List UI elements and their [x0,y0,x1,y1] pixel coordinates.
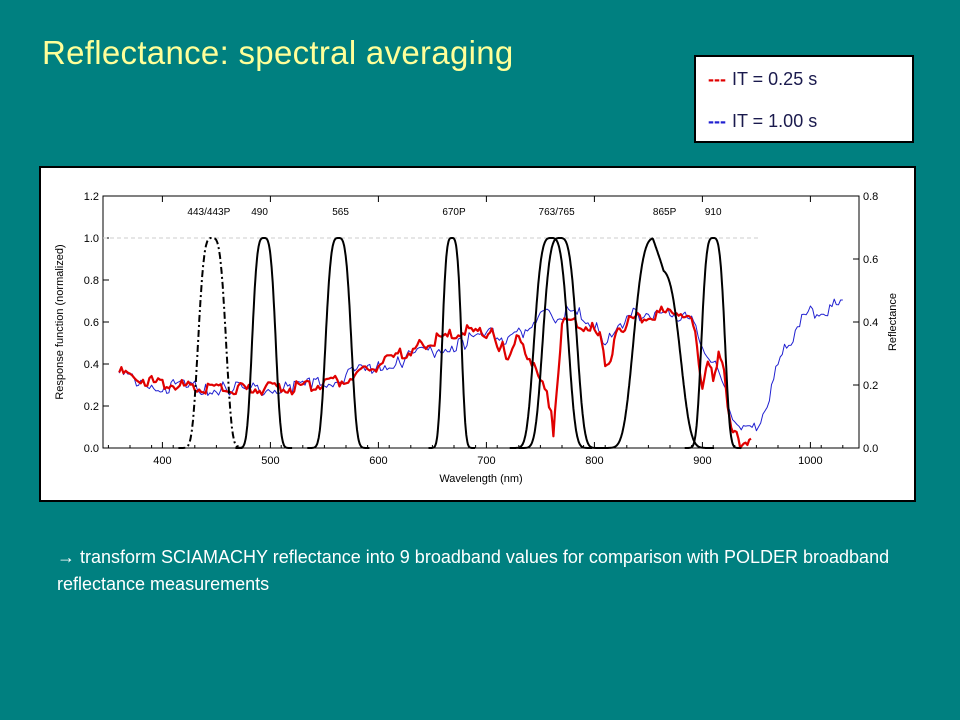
legend-item-red: --- IT = 0.25 s [708,69,817,90]
x-tick-label: 600 [369,455,387,467]
response-band-763 [509,237,593,449]
y-right-tick-label: 0.2 [863,380,878,392]
y-right-tick-label: 0.4 [863,317,878,329]
reflectance-line-blue [118,298,843,432]
response-band-765 [518,237,601,449]
caption-text: transform SCIAMACHY reflectance into 9 b… [57,547,890,594]
legend-item-blue: --- IT = 1.00 s [708,111,817,132]
x-tick-label: 800 [585,455,603,467]
y-left-tick-label: 0.2 [84,401,99,413]
arrow-icon: → [57,547,75,567]
legend-dash-blue: --- [708,111,726,131]
band-label: 443/443P [187,207,230,218]
y-left-tick-label: 0.4 [84,359,99,371]
legend-box: --- IT = 0.25 s --- IT = 1.00 s [694,55,914,143]
band-label: 490 [251,207,268,218]
y-right-tick-label: 0.6 [863,254,878,266]
reflectance-line-red [118,305,752,450]
response-band-490 [235,237,293,449]
x-tick-label: 900 [693,455,711,467]
x-tick-label: 1000 [798,455,822,467]
y-left-tick-label: 1.2 [84,191,99,203]
response-band-910 [684,237,742,449]
band-label: 670P [442,207,466,218]
chart-frame: 400 500 600 700 800 900 1000 0.0 0.2 0.4 0.6 0.8 1.0… [39,166,916,502]
x-tick-label: 700 [477,455,495,467]
band-label: 910 [705,207,722,218]
x-axis-label: Wavelength (nm) [439,473,522,485]
y-right-tick-label: 0.8 [863,191,878,203]
y-axis-left-label: Response function (normalized) [54,244,66,399]
y-left-tick-label: 0.8 [84,275,99,287]
spectral-chart: 400 500 600 700 800 900 1000 0.0 0.2 0.4 0.6 0.8 1.0… [54,191,899,485]
response-band-670P [428,237,475,449]
x-tick-label: 400 [153,455,171,467]
band-label: 865P [653,207,677,218]
y-left-tick-label: 0.6 [84,317,99,329]
legend-label-blue: IT = 1.00 s [731,111,818,131]
legend-dash-red: --- [708,69,726,89]
y-right-tick-label: 0.0 [863,443,878,455]
response-band-565 [307,237,370,449]
band-label: 565 [332,207,349,218]
caption: → transform SCIAMACHY reflectance into 9… [57,544,917,598]
slide-title: Reflectance: spectral averaging [42,34,514,71]
y-left-tick-label: 0.0 [84,443,99,455]
y-axis-right-label: Reflectance [887,293,899,351]
band-label: 763/765 [539,207,576,218]
x-tick-label: 500 [261,455,279,467]
y-left-tick-label: 1.0 [84,233,99,245]
response-band-443-443P [178,237,246,449]
plot-frame [102,195,860,449]
legend-label-red: IT = 0.25 s [731,69,818,89]
